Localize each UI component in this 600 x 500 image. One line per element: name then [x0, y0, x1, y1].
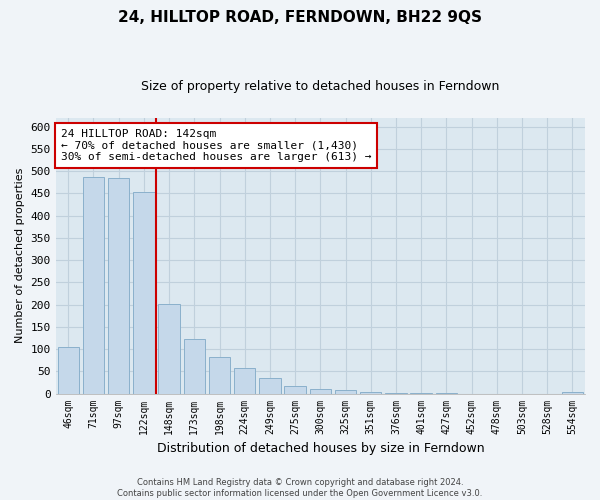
Bar [158, 304, 180, 394]
Title: Size of property relative to detached houses in Ferndown: Size of property relative to detached ho… [141, 80, 500, 93]
Text: 24, HILLTOP ROAD, FERNDOWN, BH22 9QS: 24, HILLTOP ROAD, FERNDOWN, BH22 9QS [118, 10, 482, 25]
Bar [360, 392, 382, 394]
Text: 24 HILLTOP ROAD: 142sqm
← 70% of detached houses are smaller (1,430)
30% of semi: 24 HILLTOP ROAD: 142sqm ← 70% of detache… [61, 129, 371, 162]
Bar [184, 340, 205, 394]
Text: Contains HM Land Registry data © Crown copyright and database right 2024.
Contai: Contains HM Land Registry data © Crown c… [118, 478, 482, 498]
Bar [58, 347, 79, 394]
Bar [108, 178, 130, 394]
Bar [335, 390, 356, 394]
X-axis label: Distribution of detached houses by size in Ferndown: Distribution of detached houses by size … [157, 442, 484, 455]
Bar [385, 392, 407, 394]
Bar [133, 192, 155, 394]
Y-axis label: Number of detached properties: Number of detached properties [15, 168, 25, 344]
Bar [310, 389, 331, 394]
Bar [284, 386, 306, 394]
Bar [83, 177, 104, 394]
Bar [259, 378, 281, 394]
Bar [562, 392, 583, 394]
Bar [234, 368, 256, 394]
Bar [209, 357, 230, 394]
